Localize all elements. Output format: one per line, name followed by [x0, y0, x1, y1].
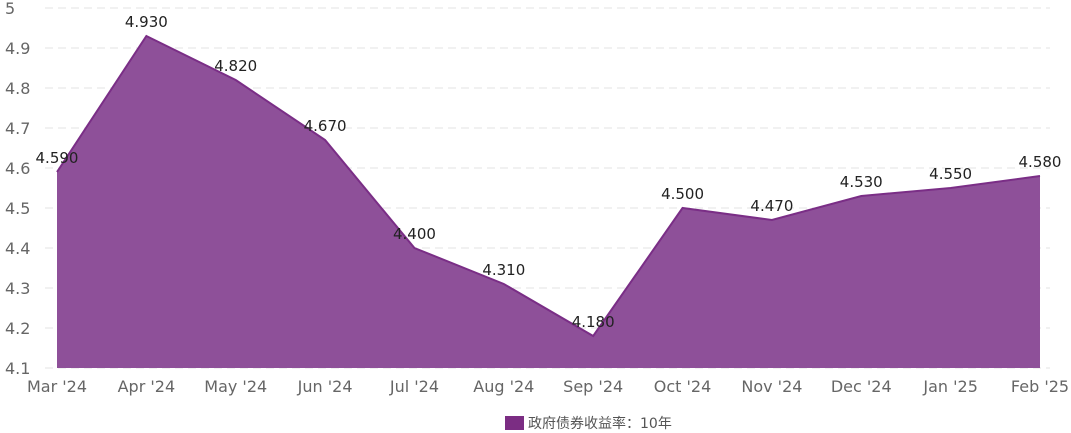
y-tick-label: 4.8	[5, 79, 30, 98]
data-point[interactable]	[232, 76, 240, 84]
legend-label: 政府债券收益率：10年	[528, 415, 672, 432]
legend[interactable]: 政府债券收益率：10年	[505, 415, 672, 432]
data-point[interactable]	[857, 192, 865, 200]
y-tick-label: 4.5	[5, 199, 30, 218]
data-point[interactable]	[679, 204, 687, 212]
data-point[interactable]	[589, 332, 597, 340]
data-point[interactable]	[947, 184, 955, 192]
data-point[interactable]	[53, 168, 61, 176]
area-fill	[57, 36, 1040, 368]
y-tick-label: 4.2	[5, 319, 30, 338]
x-tick-label: Feb '25	[1011, 377, 1069, 396]
x-tick-label: Sep '24	[563, 377, 623, 396]
x-tick-label: Dec '24	[831, 377, 892, 396]
data-label: 4.580	[1019, 153, 1062, 171]
legend-swatch	[505, 416, 524, 430]
data-label: 4.180	[572, 313, 615, 331]
data-label: 4.310	[482, 261, 525, 279]
data-point[interactable]	[321, 136, 329, 144]
data-label: 4.400	[393, 225, 436, 243]
area-series	[53, 32, 1044, 368]
y-axis: 4.1 4.2 4.3 4.4 4.5 4.6 4.7 4.8 4.9 5	[5, 0, 30, 378]
x-tick-label: Apr '24	[118, 377, 176, 396]
x-tick-label: Jun '24	[297, 377, 353, 396]
y-tick-label: 4.9	[5, 39, 30, 58]
data-label: 4.550	[929, 165, 972, 183]
x-tick-label: Oct '24	[654, 377, 712, 396]
x-tick-label: Mar '24	[27, 377, 87, 396]
x-axis: Mar '24 Apr '24 May '24 Jun '24 Jul '24 Aug '…	[27, 377, 1069, 396]
y-tick-label: 4.4	[5, 239, 30, 258]
y-tick-label: 4.6	[5, 159, 30, 178]
data-label: 4.930	[125, 13, 168, 31]
data-point[interactable]	[1036, 172, 1044, 180]
y-tick-label: 5	[5, 0, 15, 18]
data-point[interactable]	[142, 32, 150, 40]
x-tick-label: Jan '25	[922, 377, 978, 396]
y-tick-label: 4.3	[5, 279, 30, 298]
data-point[interactable]	[410, 244, 418, 252]
data-label: 4.670	[304, 117, 347, 135]
data-label: 4.530	[840, 173, 883, 191]
y-tick-label: 4.7	[5, 119, 30, 138]
x-tick-label: May '24	[204, 377, 267, 396]
data-label: 4.500	[661, 185, 704, 203]
y-tick-label: 4.1	[5, 359, 30, 378]
data-label: 4.590	[36, 149, 79, 167]
data-label: 4.820	[214, 57, 257, 75]
data-label: 4.470	[750, 197, 793, 215]
x-tick-label: Jul '24	[389, 377, 439, 396]
data-labels: 4.590 4.930 4.820 4.670 4.400 4.310 4.180 4.500…	[36, 13, 1062, 331]
x-tick-label: Nov '24	[741, 377, 802, 396]
data-point[interactable]	[500, 280, 508, 288]
series-line	[56, 34, 1041, 338]
data-point[interactable]	[768, 216, 776, 224]
x-tick-label: Aug '24	[473, 377, 534, 396]
